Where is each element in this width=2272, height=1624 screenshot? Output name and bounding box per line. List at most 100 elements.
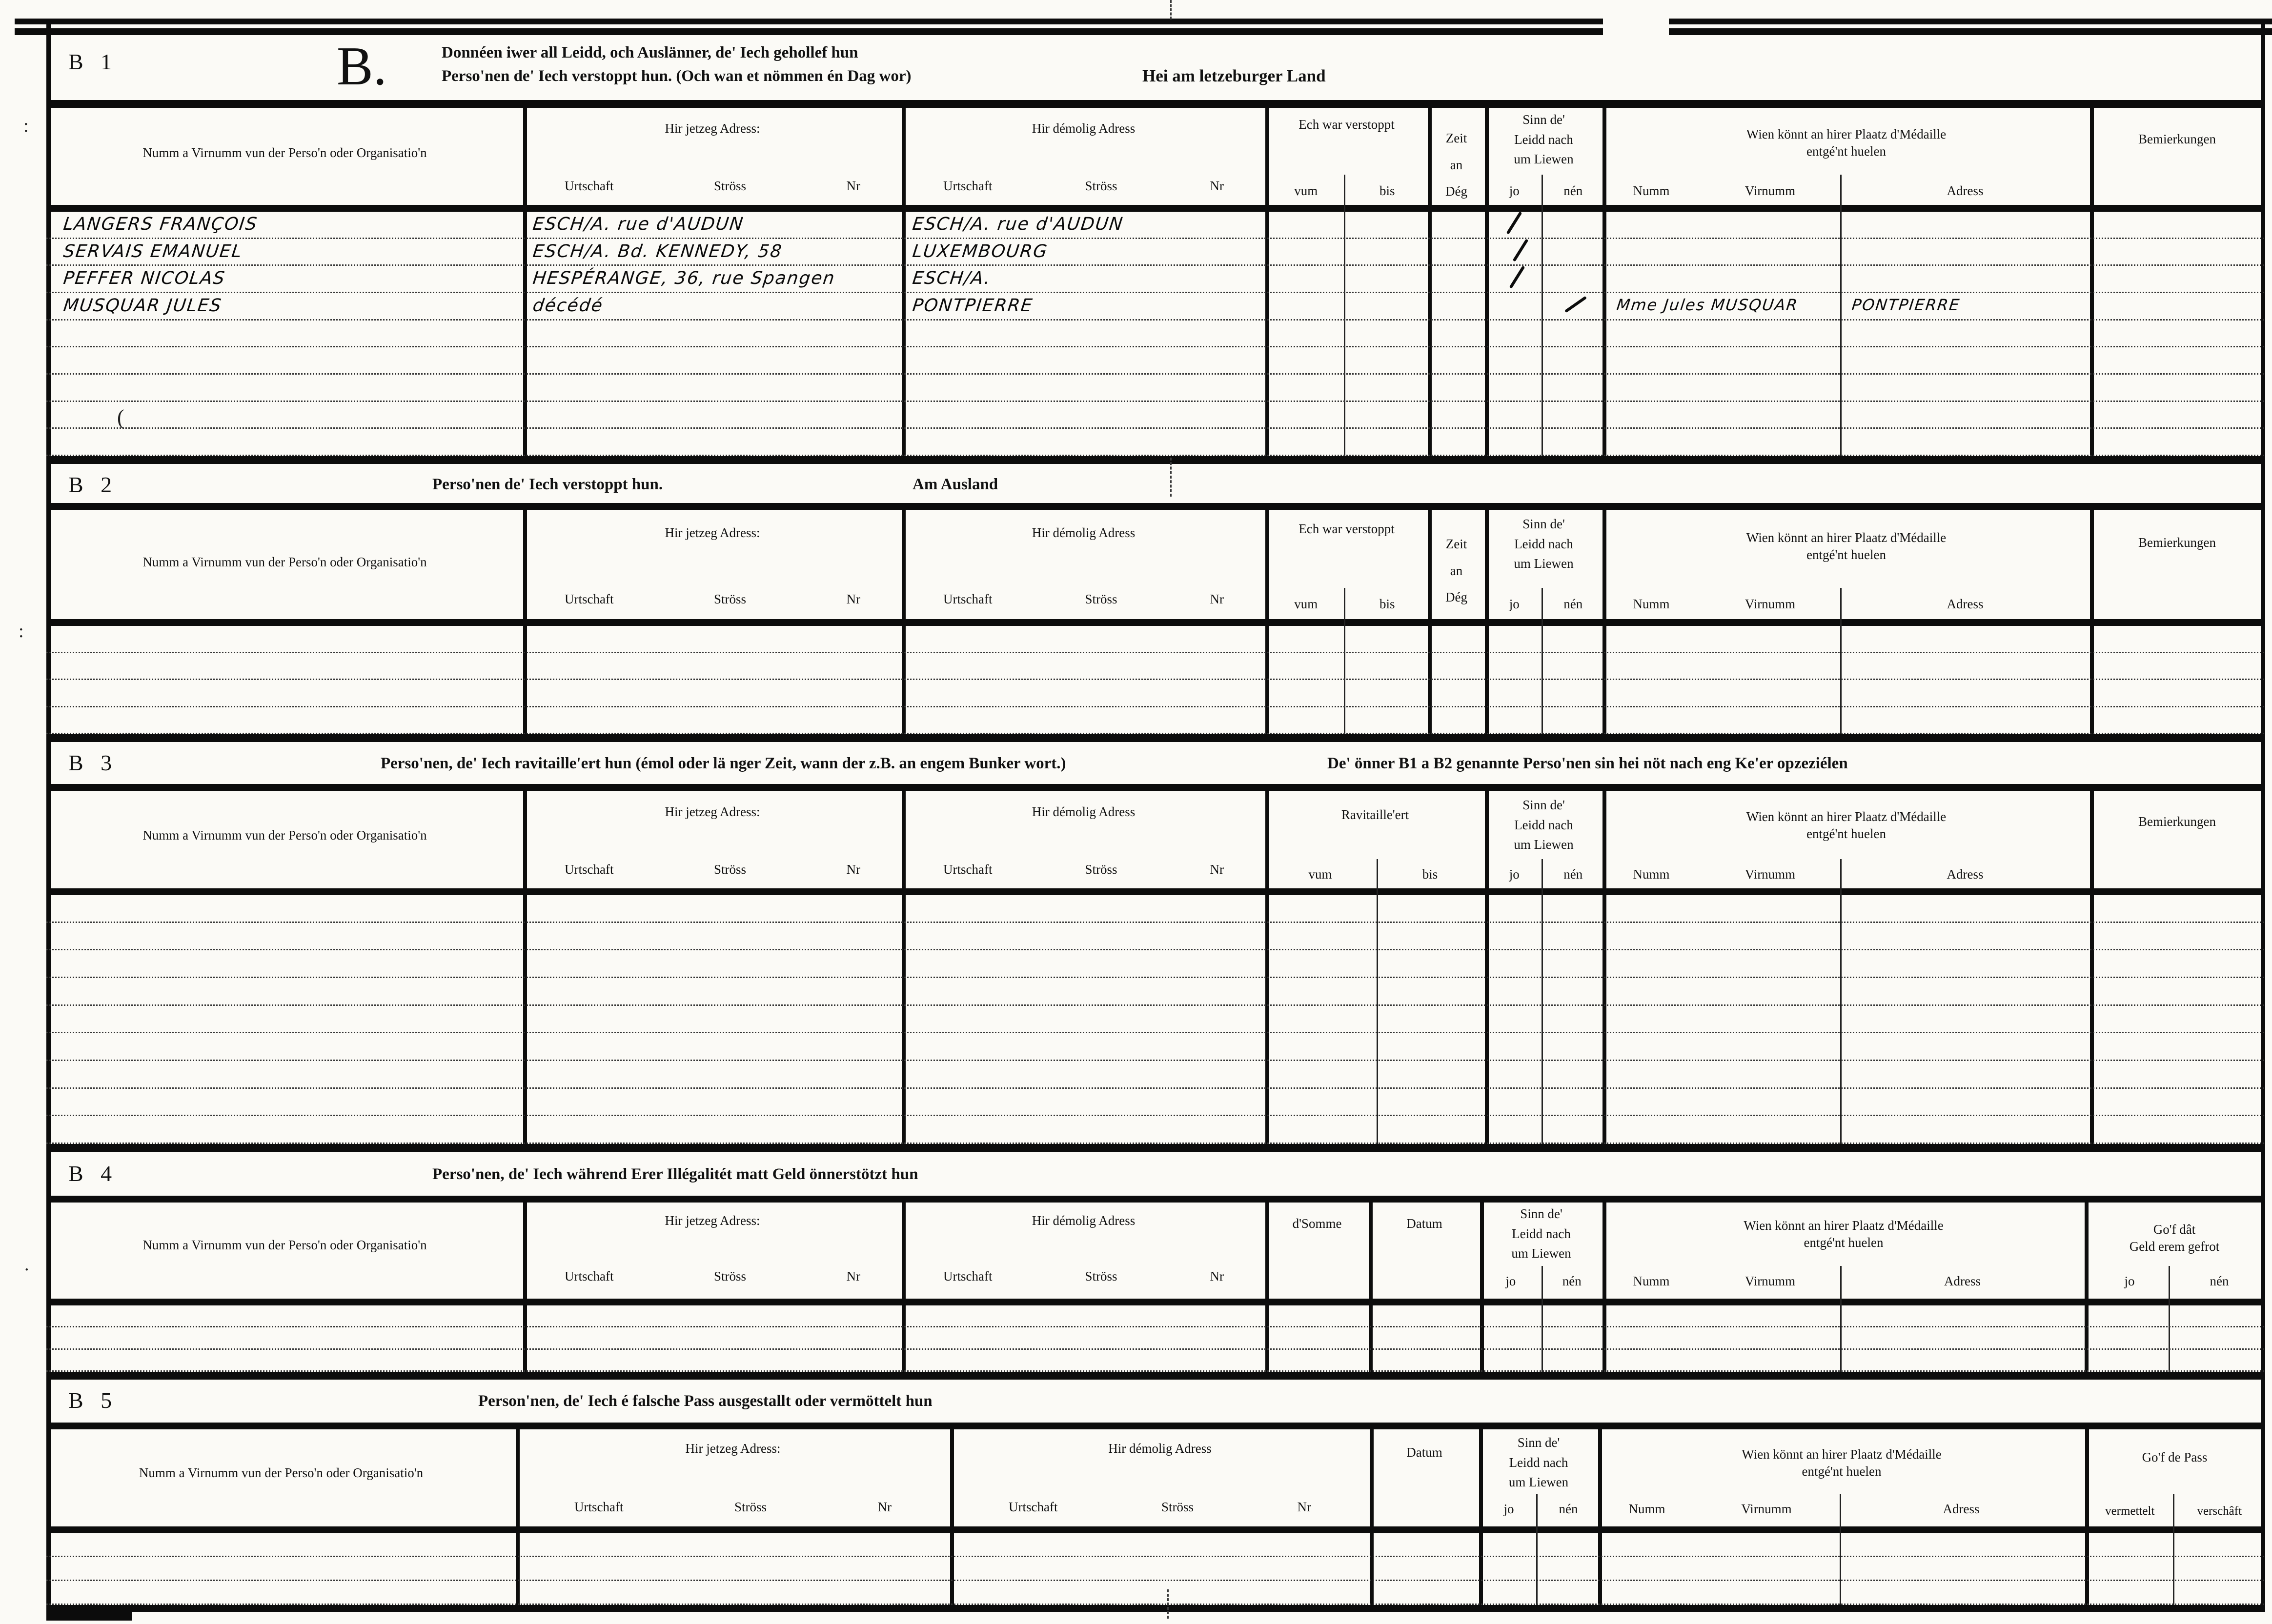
divider (46, 100, 2264, 108)
divider (46, 1196, 2264, 1203)
column-rule (1428, 108, 1432, 456)
table-row (46, 375, 2264, 402)
subheader-urtschaft: Urtschaft (565, 179, 614, 193)
subheader-demolig: Urtschaft Ströss Nr (1009, 1500, 1311, 1514)
section-title-emphasis: Hei am letzeburger Land (1142, 66, 1326, 85)
column-rule (1369, 1203, 1373, 1372)
subheader-adress: Adress (1947, 183, 1984, 198)
column-rule (2090, 791, 2094, 1144)
col-header-name: Numm a Virnumm vun der Perso'n oder Orga… (139, 1465, 424, 1480)
entry-jetzeg-adress: ESCH/A. Bd. KENNEDY, 58 (531, 241, 784, 261)
column-rule (1265, 1203, 1269, 1372)
column-rule (1479, 1429, 1483, 1605)
column-rule (1485, 510, 1489, 734)
subheader-jetzeg: Urtschaft Ströss Nr (574, 1500, 892, 1514)
col-header-somme: d'Somme (1292, 1216, 1342, 1231)
section-label: B 1 (68, 49, 118, 74)
entry-demolig-adress: ESCH/A. (911, 268, 993, 289)
col-header-datum: Datum (1406, 1445, 1442, 1460)
table-row (46, 1350, 2264, 1372)
section-b4: B 4 Perso'nen, de' Iech während Erer Ill… (46, 1144, 2264, 1372)
subheader-vum: vum (1294, 183, 1318, 198)
subheader-nen: nén (1563, 183, 1583, 198)
col-header-verstoppt: Ech war verstoppt (1298, 117, 1395, 132)
section-title-line2: Perso'nen de' Iech verstoppt hun. (Och w… (442, 67, 912, 85)
divider (46, 888, 2264, 895)
column-rule-minor (1840, 1494, 1841, 1605)
col-header-name: Numm a Virnumm vun der Perso'n oder Orga… (142, 1238, 427, 1252)
subheader-jetzeg: Urtschaft Ströss Nr (565, 862, 860, 877)
entry-medal-adress: PONTPIERRE (1850, 296, 1961, 315)
column-rule-minor (1542, 175, 1543, 456)
subheader-sinn: jo nén (1485, 183, 1603, 199)
col-header-jetzeg: Hir jetzeg Adress: (665, 121, 760, 136)
table-row (46, 707, 2264, 734)
page-border-left (46, 19, 51, 1612)
col-header-jetzeg: Hir jetzeg Adress: (685, 1441, 781, 1456)
divider (46, 205, 2264, 212)
col-header-medal: Wien könnt an hirer Plaatz d'Médaille en… (1744, 1218, 1944, 1250)
column-rule (1598, 1429, 1602, 1605)
table-row: LANGERS FRANÇOIS ESCH/A. rue d'AUDUN ESC… (46, 211, 2264, 239)
section-b1: B 1 B. Donnéen iwer all Leidd, och Auslä… (15, 19, 2272, 457)
table-row (46, 895, 2264, 923)
col-header-sinn: Sinn de' Leidd nach um Liewen (1514, 112, 1574, 166)
table-row (46, 1327, 2264, 1350)
entry-jetzeg-adress: HESPÉRANGE, 36, rue Spangen (531, 268, 837, 289)
table-row (46, 1116, 2264, 1144)
subheader-gof-geld: jo nén (2124, 1274, 2229, 1288)
subheader-bis: bis (1379, 183, 1395, 198)
table-row (46, 347, 2264, 375)
subheader-medal: Numm Virnumm Adress (1603, 183, 2090, 199)
col-header-name: Numm a Virnumm vun der Perso'n oder Orga… (142, 145, 427, 160)
col-header-bemierkungen: Bemierkungen (2138, 814, 2216, 829)
subheader-jetzeg: Urtschaft Ströss Nr (565, 592, 860, 606)
subheader-medal: Numm Virnumm Adress (1633, 597, 1984, 611)
column-rule-minor (1542, 1266, 1543, 1372)
table-row (46, 402, 2264, 429)
table-row (46, 950, 2264, 979)
divider (46, 1423, 2264, 1429)
col-header-demolig: Hir démolig Adress (1032, 525, 1136, 540)
col-header-bemierkungen: Bemierkungen (2138, 132, 2216, 146)
col-header-sinn: Sinn de' Leidd nach um Liewen (1514, 798, 1574, 852)
column-rule (1265, 510, 1269, 734)
divider (46, 784, 2264, 791)
section-b2: B 2 Perso'nen de' Iech verstoppt hun. Am… (46, 456, 2264, 734)
table-row (46, 1089, 2264, 1117)
subheader-stross: Ströss (1085, 179, 1117, 193)
subheader-sinn: jo nén (1503, 1502, 1578, 1516)
subheader-jetzeg: Urtschaft Ströss Nr (565, 1269, 860, 1283)
entry-medal-name: Mme Jules MUSQUAR (1615, 296, 1800, 315)
col-header-zeit: Zeit an Dég (1445, 537, 1467, 604)
col-header-sinn: Sinn de' Leidd nach um Liewen (1511, 1206, 1571, 1261)
col-header-jetzeg: Hir jetzeg Adress: (665, 804, 760, 819)
scan-gap (1603, 15, 1669, 38)
divider (46, 1526, 2264, 1533)
subheader-ravitailleert: vum bis (1308, 867, 1438, 882)
table-row (46, 429, 2264, 457)
column-rule (902, 791, 906, 1144)
entry-demolig-adress: ESCH/A. rue d'AUDUN (911, 214, 1125, 234)
divider (46, 1299, 2264, 1305)
entry-jetzeg-adress: ESCH/A. rue d'AUDUN (531, 214, 745, 234)
subheader-urtschaft: Urtschaft (943, 179, 993, 193)
column-rule-minor (1542, 859, 1543, 1144)
b4-rows (46, 1305, 2264, 1372)
column-rule (950, 1429, 954, 1605)
subheader-medal: Numm Virnumm Adress (1633, 1274, 1981, 1288)
col-header-demolig: Hir démolig Adress (1108, 1441, 1212, 1456)
column-rule (1428, 510, 1432, 734)
column-rule (2085, 1203, 2089, 1372)
column-rule (2090, 108, 2094, 456)
table-row: MUSQUAR JULES décédé PONTPIERRE Mme Jule… (46, 293, 2264, 321)
subheader-demolig: Urtschaft Ströss Nr (943, 1269, 1224, 1283)
divider (46, 619, 2264, 626)
fold-mark (1170, 0, 1172, 20)
column-rule (2090, 510, 2094, 734)
section-label: B 3 (68, 750, 118, 775)
entry-demolig-adress: PONTPIERRE (911, 296, 1035, 316)
col-header-jetzeg: Hir jetzeg Adress: (665, 1213, 760, 1228)
column-rule (1485, 108, 1489, 456)
